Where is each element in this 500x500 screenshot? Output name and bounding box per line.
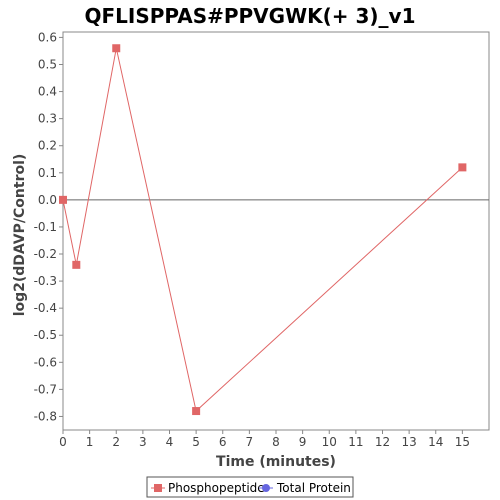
x-tick-label: 9	[299, 435, 307, 449]
plot-area: 0.6 0.5 0.4 0.3 0.2 0.1 0.0 -0.1 -0.2 -0.3 -0.4 -0.…	[34, 30, 490, 449]
y-tick-label: -0.6	[34, 355, 57, 369]
y-tick-label: -0.1	[34, 220, 57, 234]
y-tick-label: 0.6	[38, 30, 57, 44]
x-tick-label: 12	[375, 435, 390, 449]
y-tick-label: 0.1	[38, 166, 57, 180]
x-tick-label: 3	[139, 435, 147, 449]
y-tick-label: -0.4	[34, 301, 57, 315]
y-tick-label: 0.5	[38, 57, 57, 71]
x-tick-label: 0	[59, 435, 67, 449]
y-tick-label: 0.4	[38, 85, 57, 99]
y-tick-label: -0.7	[34, 382, 57, 396]
data-point	[72, 260, 81, 269]
x-tick-label: 6	[219, 435, 227, 449]
legend-box	[146, 476, 354, 498]
data-point	[192, 407, 201, 416]
x-tick-label: 15	[455, 435, 470, 449]
x-tick-label: 5	[192, 435, 200, 449]
plot-frame	[62, 31, 490, 431]
x-tick-label: 11	[348, 435, 363, 449]
y-tick-label: -0.3	[34, 274, 57, 288]
legend: Phosphopeptide Total Protein	[146, 476, 354, 498]
x-tick-label: 7	[246, 435, 254, 449]
y-tick-label: 0.3	[38, 112, 57, 126]
x-tick-label: 2	[112, 435, 120, 449]
y-tick-label: -0.8	[34, 409, 57, 423]
y-axis-label: log2(dDAVP/Control)	[12, 154, 28, 317]
y-tick-label: -0.5	[34, 328, 57, 342]
x-tick-label: 13	[401, 435, 416, 449]
data-point	[112, 44, 121, 53]
y-tick-label: -0.2	[34, 247, 57, 261]
x-axis-label: Time (minutes)	[216, 454, 336, 470]
data-point	[59, 195, 67, 204]
legend-total-protein-marker	[262, 484, 270, 492]
x-tick-label: 14	[428, 435, 443, 449]
legend-total-protein-label: Total Protein	[276, 481, 351, 495]
x-tick-label: 10	[322, 435, 337, 449]
chart-title: QFLISPPAS#PPVGWK(+ 3)_v1	[84, 4, 415, 28]
legend-phosphopeptide-label: Phosphopeptide	[168, 481, 265, 495]
x-tick-label: 4	[166, 435, 174, 449]
y-tick-label: 0.0	[38, 193, 57, 207]
x-tick-label: 1	[86, 435, 94, 449]
data-point	[458, 163, 467, 172]
y-tick-label: 0.2	[38, 139, 57, 153]
x-tick-label: 8	[272, 435, 280, 449]
legend-phosphopeptide-marker	[154, 484, 162, 492]
